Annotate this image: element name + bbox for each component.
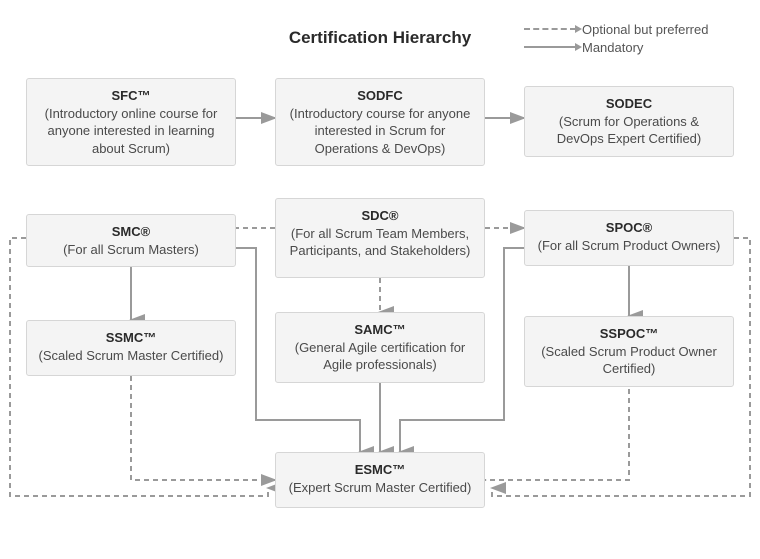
node-title: SODEC [535, 95, 723, 113]
node-title: SAMC™ [286, 321, 474, 339]
node-desc: (Scaled Scrum Product Owner Certified) [541, 344, 717, 377]
legend-row-mandatory: Mandatory [524, 38, 708, 56]
node-sfc: SFC™(Introductory online course for anyo… [26, 78, 236, 166]
node-title: SFC™ [37, 87, 225, 105]
arrowhead-icon [575, 43, 582, 51]
node-title: SPOC® [535, 219, 723, 237]
node-sodfc: SODFC(Introductory course for anyone int… [275, 78, 485, 166]
edge [131, 376, 275, 480]
node-title: SMC® [37, 223, 225, 241]
legend-line-dashed [524, 28, 576, 30]
node-samc: SAMC™(General Agile certification for Ag… [275, 312, 485, 383]
edge [485, 380, 629, 480]
legend-label: Optional but preferred [582, 22, 708, 37]
node-ssmc: SSMC™(Scaled Scrum Master Certified) [26, 320, 236, 376]
node-sspoc: SSPOC™(Scaled Scrum Product Owner Certif… [524, 316, 734, 387]
node-sodec: SODEC(Scrum for Operations & DevOps Expe… [524, 86, 734, 157]
node-title: SODFC [286, 87, 474, 105]
node-spoc: SPOC®(For all Scrum Product Owners) [524, 210, 734, 266]
node-desc: (Introductory course for anyone interest… [290, 106, 471, 156]
legend-label: Mandatory [582, 40, 643, 55]
node-smc: SMC®(For all Scrum Masters) [26, 214, 236, 267]
node-esmc: ESMC™(Expert Scrum Master Certified) [275, 452, 485, 508]
node-title: SSPOC™ [535, 325, 723, 343]
node-title: SSMC™ [37, 329, 225, 347]
node-desc: (For all Scrum Team Members, Participant… [290, 226, 471, 259]
node-desc: (Introductory online course for anyone i… [45, 106, 218, 156]
node-desc: (Scaled Scrum Master Certified) [39, 348, 224, 363]
node-title: SDC® [286, 207, 474, 225]
node-desc: (For all Scrum Masters) [63, 242, 199, 257]
node-title: ESMC™ [286, 461, 474, 479]
node-desc: (Expert Scrum Master Certified) [289, 480, 472, 495]
node-desc: (General Agile certification for Agile p… [295, 340, 466, 373]
legend: Optional but preferred Mandatory [524, 20, 708, 56]
legend-row-optional: Optional but preferred [524, 20, 708, 38]
legend-line-solid [524, 46, 576, 48]
node-desc: (Scrum for Operations & DevOps Expert Ce… [557, 114, 702, 147]
node-sdc: SDC®(For all Scrum Team Members, Partici… [275, 198, 485, 278]
node-desc: (For all Scrum Product Owners) [538, 238, 721, 253]
arrowhead-icon [575, 25, 582, 33]
